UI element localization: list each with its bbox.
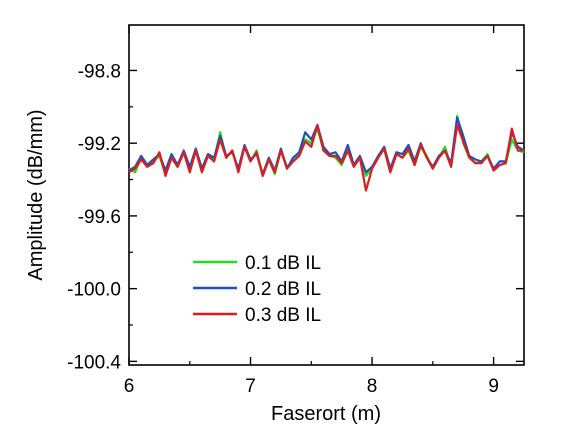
legend-label: 0.1 dB IL [245,253,321,274]
plot-frame [128,24,525,366]
x-axis-title: Faserort (m) [271,403,381,425]
x-tick-label: 6 [124,376,135,397]
y-tick-label: -100.0 [67,280,121,301]
x-tick-label: 7 [245,376,256,397]
series-line-3 [128,123,524,192]
y-axis-title: Amplitude (dB/mm) [25,109,47,280]
legend: 0.1 dB IL 0.2 dB IL 0.3 dB IL [193,253,321,326]
y-tick-label: -98.8 [78,61,121,82]
legend-label: 0.2 dB IL [245,279,321,300]
y-tick-label: -99.2 [78,134,121,155]
legend-label: 0.3 dB IL [245,305,321,326]
y-tick-label: -99.6 [78,207,121,228]
x-tick-label: 9 [488,376,499,397]
series-lines [128,114,525,192]
axis-ticks: 6 7 8 9 -98.8 -99.2 -99.6 -100.0 -100.4 [67,25,524,397]
y-tick-label: -100.4 [67,352,121,373]
x-tick-label: 8 [367,376,378,397]
